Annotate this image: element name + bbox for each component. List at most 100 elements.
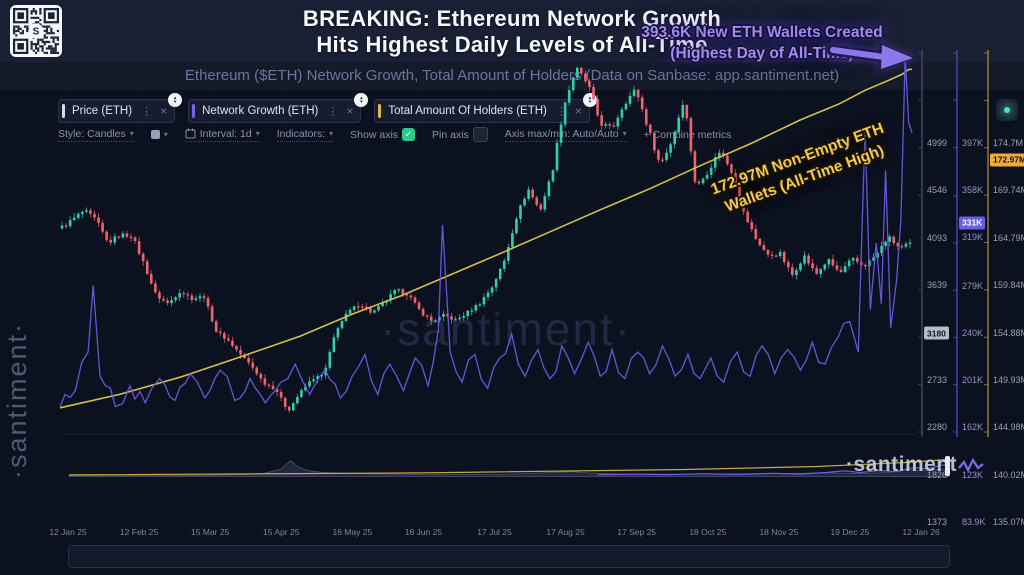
annotation-wallets-created: 393.6K New ETH Wallets Created (Highest … xyxy=(592,22,932,64)
tab-network-growth-menu-icon[interactable]: ⋮ xyxy=(327,105,339,118)
tab-holders-menu-icon[interactable]: ⋮ xyxy=(555,105,567,118)
axis-tick-label: 162K xyxy=(962,422,984,433)
santiment-watermark-vertical: ·santiment· xyxy=(2,321,32,479)
style-dropdown[interactable]: Style: Candles ▾ xyxy=(58,127,134,142)
price-current-badge: 3180 xyxy=(924,326,949,340)
network-growth-accent-bar xyxy=(192,104,196,118)
date-axis-label: 12 Feb 25 xyxy=(119,527,159,537)
svg-text:S: S xyxy=(33,27,40,38)
calendar-icon xyxy=(185,128,196,139)
axis-tick-label: 2280 xyxy=(927,422,948,433)
qr-code: S xyxy=(10,5,62,57)
axis-tick-label: 279K xyxy=(962,280,984,291)
tab-network-growth-label: Network Growth (ETH) xyxy=(202,105,319,117)
axis-tick-label: 174.7M xyxy=(993,138,1024,148)
axis-tick-label: 144.98M xyxy=(993,422,1024,433)
tab-network-growth-eth[interactable]: Network Growth (ETH) ⋮ × ▴ ▾ xyxy=(188,93,369,123)
tab-holders-close-icon[interactable]: × xyxy=(574,104,582,118)
price-accent-bar xyxy=(62,104,65,118)
date-axis-label: 18 Oct 25 xyxy=(689,527,727,537)
santiment-logo: ·santiment xyxy=(846,453,984,477)
axis-tick-label: 3639 xyxy=(927,280,948,291)
tab-price-eth[interactable]: Price (ETH) ⋮ × ▴ ▾ xyxy=(58,93,183,123)
tab-price-label: Price (ETH) xyxy=(72,105,133,117)
chevron-down-icon: ▾ xyxy=(622,129,627,138)
color-swatch-dropdown[interactable]: ▾ xyxy=(150,130,168,139)
axis-tick-label: 135.07M xyxy=(993,517,1024,527)
chevron-down-icon: ▾ xyxy=(129,129,134,138)
axis-tick-label: 201K xyxy=(962,375,984,386)
axis-tick-label: 4546 xyxy=(927,185,948,196)
axis-tick-label: 123K xyxy=(962,469,984,480)
axis-tick-label: 4999 xyxy=(927,138,948,148)
metric-tabs: Price (ETH) ⋮ × ▴ ▾ Network Growth (ETH) … xyxy=(58,93,597,123)
axis-tick-label: 149.93M xyxy=(993,374,1024,385)
date-axis-label: 16 May 25 xyxy=(332,527,373,537)
chevron-down-icon: ▾ xyxy=(329,129,334,138)
color-swatch-icon xyxy=(150,130,160,139)
axis-tick-label: 358K xyxy=(962,185,984,196)
page-title-line1: BREAKING: Ethereum Network Growth xyxy=(302,6,722,31)
tab-price-menu-icon[interactable]: ⋮ xyxy=(141,105,153,118)
qr-code-pattern: S xyxy=(13,8,59,54)
axis-tick-label: 140.02M xyxy=(993,469,1024,480)
page-title: BREAKING: Ethereum Network Growth Hits H… xyxy=(0,6,1024,58)
show-axis-checkbox[interactable]: ✓ xyxy=(402,128,416,141)
date-axis-label: 19 Dec 25 xyxy=(830,527,870,537)
record-button[interactable] xyxy=(996,99,1018,121)
axis-tick-label: 2733 xyxy=(927,374,948,385)
date-axis-label: 15 Apr 25 xyxy=(263,527,300,537)
date-axis-label: 12 Jan 25 xyxy=(49,527,87,537)
pin-axis-checkbox[interactable] xyxy=(472,127,488,142)
annotation-wallets-created-line1: 393.6K New ETH Wallets Created xyxy=(641,24,883,41)
pin-axis-toggle[interactable]: Pin axis xyxy=(432,127,488,142)
timeline-minimap[interactable] xyxy=(68,545,950,568)
timeline-scrubber-handle[interactable] xyxy=(945,456,950,476)
date-axis-label: 16 Jun 25 xyxy=(404,527,443,537)
tab-price-close-icon[interactable]: × xyxy=(160,104,168,118)
annotation-wallets-created-line2: (Highest Day of All-Time) xyxy=(670,45,854,62)
date-axis-label: 17 Jul 25 xyxy=(477,527,512,537)
metric-axis-toggle-icon[interactable]: ▴ ▾ xyxy=(582,93,597,107)
annotation-arrow-icon xyxy=(826,42,916,72)
network-growth-current-badge: 331K xyxy=(959,216,986,230)
metric-axis-toggle-icon[interactable]: ▴ ▾ xyxy=(354,93,369,107)
page-title-line2: Hits Highest Daily Levels of All-Time xyxy=(316,32,708,57)
date-axis-label: 12 Jan 26 xyxy=(902,527,940,537)
metric-axis-toggle-icon[interactable]: ▴ ▾ xyxy=(168,93,183,107)
combine-metrics-button[interactable]: + Combine metrics xyxy=(643,128,732,141)
header-banner: S BREAKING: Ethereum Network Growth Hits… xyxy=(0,0,1024,63)
holders-accent-bar xyxy=(378,104,382,118)
show-axis-toggle[interactable]: Show axis ✓ xyxy=(350,128,416,141)
axis-tick-label: 1373 xyxy=(927,517,948,527)
date-axis-label: 17 Aug 25 xyxy=(546,527,585,537)
tab-network-growth-close-icon[interactable]: × xyxy=(346,104,354,118)
chart-toolbar: Style: Candles ▾ ▾ Interval: 1d ▾ Indicato… xyxy=(58,127,731,142)
santiment-watermark-center: ·santiment· xyxy=(379,303,633,355)
holders-current-badge: 172.97M xyxy=(990,153,1024,167)
axis-tick-label: 164.79M xyxy=(993,232,1024,243)
axis-tick-label: 397K xyxy=(962,138,984,148)
chevron-down-icon: ▾ xyxy=(255,129,260,138)
indicators-dropdown[interactable]: Indicators: ▾ xyxy=(276,127,334,142)
axis-tick-label: 319K xyxy=(962,232,984,243)
santiment-logo-text: ·santiment xyxy=(846,453,958,476)
axis-tick-label: 4093 xyxy=(927,232,948,243)
date-axis-label: 15 Mar 25 xyxy=(191,527,230,537)
tab-total-holders-eth[interactable]: Total Amount Of Holders (ETH) ⋮ × ▴ ▾ xyxy=(374,93,597,123)
axis-tick-label: 83.9K xyxy=(962,517,986,527)
date-axis-label: 18 Nov 25 xyxy=(759,527,799,537)
axis-tick-label: 169.74M xyxy=(993,185,1024,196)
axis-maxmin-dropdown[interactable]: Axis max/min: Auto/Auto ▾ xyxy=(504,127,627,142)
interval-dropdown[interactable]: Interval: 1d ▾ xyxy=(184,128,260,142)
axis-tick-label: 159.84M xyxy=(993,280,1024,291)
axis-tick-label: 1826 xyxy=(927,469,948,480)
axis-tick-label: 154.88M xyxy=(993,327,1024,338)
chevron-down-icon: ▾ xyxy=(163,130,168,139)
tab-holders-label: Total Amount Of Holders (ETH) xyxy=(388,105,547,117)
date-axis-label: 17 Sep 25 xyxy=(617,527,657,537)
santiment-logo-wave-icon xyxy=(958,457,984,473)
axis-tick-label: 240K xyxy=(962,328,984,339)
record-dot-icon xyxy=(1004,107,1010,113)
